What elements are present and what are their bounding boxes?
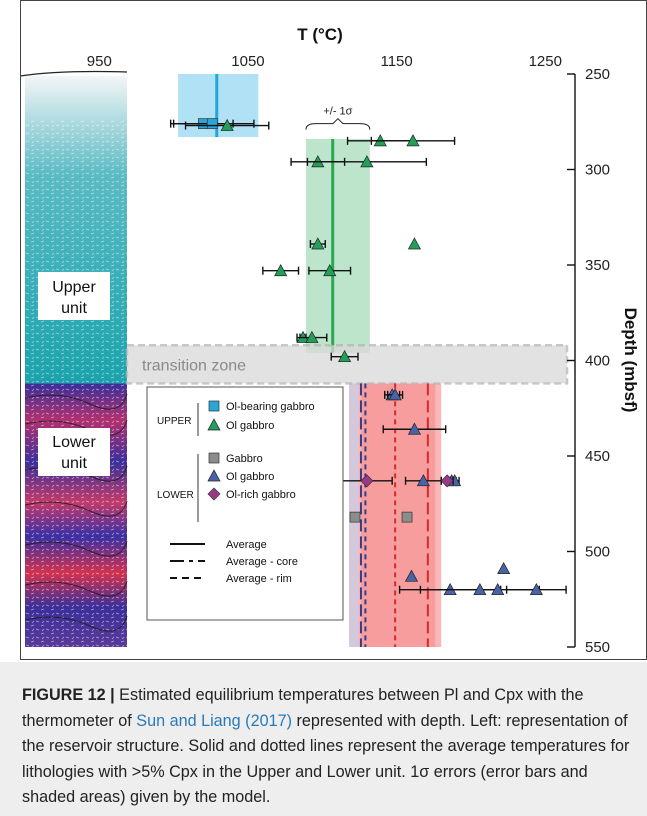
top-surface-line xyxy=(20,70,128,77)
data-point-1-2 xyxy=(406,134,420,147)
data-point-1-5 xyxy=(311,237,325,250)
lower-layer-line-3 xyxy=(24,500,128,517)
y-tick-label-1: 300 xyxy=(585,162,610,179)
data-point-3-1 xyxy=(388,388,402,401)
upper-unit-texture xyxy=(25,120,127,384)
upper-unit-label-box xyxy=(38,272,110,320)
legend-group-lower: LOWER xyxy=(157,490,194,501)
y-axis-title: Depth (mbsf) xyxy=(621,308,640,413)
legend-line-label-1: Average - core xyxy=(226,556,298,568)
x-tick-label-0: 950 xyxy=(87,53,112,70)
data-point-1-10 xyxy=(305,330,319,343)
y-tick-label-5: 500 xyxy=(585,544,610,561)
caption-text-1: Estimated equilibrium temperatures betwe… xyxy=(22,686,584,730)
data-point-1-7 xyxy=(274,263,288,277)
transition-zone-label: transition zone xyxy=(142,357,246,374)
depth-temperature-chart: Upper unit Lower unit transition zone +/- 1σ T… xyxy=(20,0,647,660)
x-tick-label-1: 1050 xyxy=(231,53,264,70)
caption-box xyxy=(0,662,647,816)
data-point-1-8 xyxy=(323,263,337,277)
legend-group-upper: UPPER xyxy=(157,416,191,427)
legend-marker-3 xyxy=(207,469,221,482)
legend-box xyxy=(146,386,344,621)
y-tick-label-2: 350 xyxy=(585,257,610,274)
data-point-3-9 xyxy=(473,582,487,596)
data-point-1-11 xyxy=(338,349,352,363)
legend-label-2: Gabbro xyxy=(226,453,263,465)
sigma-label: +/- 1σ xyxy=(323,106,352,118)
data-point-3-11 xyxy=(529,582,543,596)
caption-label: FIGURE 12 | xyxy=(22,686,115,704)
legend-label-3: Ol gabbro xyxy=(226,471,274,483)
x-tick-label-2: 1150 xyxy=(380,53,412,70)
legend-marker-1 xyxy=(207,418,221,431)
caption-citation-link[interactable]: Sun and Liang (2017) xyxy=(136,711,292,730)
legend-label-4: Ol-rich gabbro xyxy=(226,489,296,501)
data-point-3-7 xyxy=(497,561,511,575)
legend-label-1: Ol gabbro xyxy=(226,420,274,432)
sigma-brace xyxy=(305,117,371,130)
legend-line-label-2: Average - rim xyxy=(226,573,292,585)
lower-layer-line-0 xyxy=(24,393,128,410)
data-point-4-1 xyxy=(440,474,454,488)
data-point-1-6 xyxy=(407,237,422,250)
upper-unit-label-line1: Upper xyxy=(52,279,96,296)
x-axis-title: T (°C) xyxy=(297,25,343,44)
data-point-3-10 xyxy=(491,582,505,596)
lower-unit-label-line2: unit xyxy=(61,455,87,472)
lower-layer-line-6 xyxy=(24,615,128,632)
legend-marker-4 xyxy=(207,487,221,501)
legend-line-label-0: Average xyxy=(226,539,267,551)
y-tick-label-0: 250 xyxy=(585,66,610,83)
data-point-3-2 xyxy=(407,422,422,435)
sigma-band-inner-2 xyxy=(360,383,436,647)
data-point-1-0 xyxy=(220,118,234,131)
data-point-4-0 xyxy=(360,474,374,488)
y-tick-label-3: 400 xyxy=(585,353,610,370)
figure-12: Upper unit Lower unit transition zone +/- 1σ T… xyxy=(20,0,647,660)
y-tick-label-6: 550 xyxy=(585,639,610,656)
data-point-3-6 xyxy=(404,569,419,582)
lower-layer-line-4 xyxy=(24,540,128,557)
figure-caption: FIGURE 12 | Estimated equilibrium temper… xyxy=(22,683,632,811)
caption-text-2: represented with depth. Left: representa… xyxy=(22,711,630,807)
data-point-3-3 xyxy=(416,474,430,487)
lower-unit-texture xyxy=(25,383,127,647)
y-tick-label-4: 450 xyxy=(585,448,610,465)
lower-unit-label-box xyxy=(38,428,110,476)
lower-unit-label-line1: Lower xyxy=(52,434,96,451)
legend-marker-0 xyxy=(208,400,220,412)
data-point-2-1 xyxy=(401,511,413,523)
data-point-0-1 xyxy=(206,118,218,130)
x-tick-label-3: 1250 xyxy=(529,53,562,70)
lower-layer-line-5 xyxy=(24,580,128,597)
transition-zone xyxy=(125,343,569,385)
legend-label-0: Ol-bearing gabbro xyxy=(226,401,315,413)
legend-marker-2 xyxy=(208,452,220,464)
data-point-2-0 xyxy=(349,511,361,523)
upper-unit-label-line2: unit xyxy=(61,300,87,317)
data-point-1-4 xyxy=(360,155,374,168)
